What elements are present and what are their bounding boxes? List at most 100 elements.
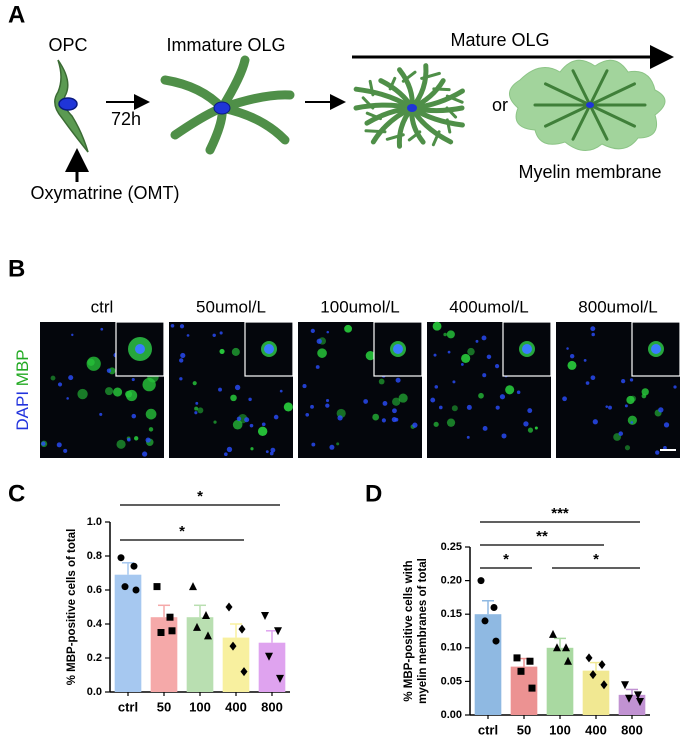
opc-label: OPC — [48, 35, 87, 55]
immature-cell — [160, 55, 295, 155]
cell-signal — [432, 321, 442, 331]
nucleus-signal — [71, 333, 74, 337]
cell-signal — [250, 447, 254, 451]
inset-nucleus — [651, 344, 661, 354]
twig — [445, 94, 464, 104]
point — [585, 653, 593, 663]
cell-signal — [192, 381, 197, 386]
cell-signal — [125, 389, 138, 402]
nucleus-signal — [273, 414, 279, 420]
x-tick-label: 50 — [517, 722, 531, 737]
cell-signal — [443, 332, 447, 337]
cell-signal — [446, 330, 455, 339]
point — [564, 656, 572, 665]
nucleus-signal — [655, 450, 660, 455]
nucleus-signal — [68, 375, 74, 381]
nucleus-signal — [325, 398, 330, 403]
y-tick-label: 0.20 — [441, 575, 462, 587]
significance-label: * — [179, 523, 185, 540]
column-label: 50umol/L — [196, 297, 266, 316]
nucleus-signal — [501, 433, 507, 439]
nucleus-signal — [447, 350, 451, 354]
twig — [368, 79, 375, 97]
y-tick-label: 0.05 — [441, 675, 462, 687]
twig — [401, 70, 417, 83]
nucleus-signal — [131, 413, 137, 419]
cell-signal — [148, 427, 154, 432]
nucleus-signal — [569, 353, 575, 359]
nucleus-signal — [583, 358, 587, 362]
significance-label: ** — [536, 528, 548, 545]
bar — [546, 647, 574, 715]
nucleus-signal — [179, 358, 184, 363]
twig — [432, 87, 451, 92]
nucleus-signal — [56, 442, 62, 448]
y-tick-label: 0.25 — [441, 541, 462, 553]
nucleus-signal — [486, 354, 492, 360]
nucleus — [586, 102, 594, 108]
cell-signal — [336, 442, 340, 446]
point — [589, 670, 597, 680]
nucleus-signal — [673, 385, 677, 389]
point — [229, 641, 237, 651]
nucleus-signal — [236, 416, 242, 422]
point — [274, 627, 282, 636]
twig — [407, 130, 422, 142]
nucleus-signal — [325, 403, 330, 408]
mature-cell — [353, 63, 465, 149]
cell-signal — [105, 387, 114, 396]
point — [238, 624, 246, 634]
panel-letter: C — [8, 480, 25, 507]
nucleus-signal — [249, 423, 254, 428]
y-tick-label: 0.00 — [441, 709, 462, 721]
nucleus-signal — [337, 415, 343, 421]
nucleus-signal — [316, 338, 322, 344]
cell-signal — [145, 408, 157, 420]
cell-signal — [113, 387, 123, 397]
nucleus — [407, 104, 417, 112]
point — [526, 657, 534, 665]
charts: C % MBP-positive cells of total 0.0 0.2 0.4 0… — [8, 480, 650, 737]
nucleus-signal — [195, 401, 199, 405]
point — [193, 622, 201, 631]
nucleus-signal — [100, 327, 104, 331]
nucleus-signal — [363, 399, 369, 404]
twig — [420, 71, 441, 80]
nucleus-signal — [392, 408, 397, 414]
cell-signal — [567, 360, 577, 370]
nucleus-signal — [311, 442, 316, 447]
myelin-cell — [509, 59, 666, 151]
or-label: or — [492, 95, 508, 115]
bar — [474, 614, 502, 715]
point — [492, 637, 500, 645]
y-tick-label: 0.6 — [87, 584, 102, 596]
nucleus-signal — [495, 405, 500, 410]
nucleus-signal — [412, 422, 418, 428]
inset-nucleus — [393, 344, 403, 354]
y-tick-label: 0.8 — [87, 550, 102, 562]
cell-signal — [257, 426, 268, 437]
cell-signal — [433, 421, 439, 427]
point — [168, 627, 176, 635]
cell-signal — [478, 392, 484, 399]
point — [600, 680, 608, 690]
twig — [365, 111, 382, 121]
nucleus-signal — [226, 446, 233, 453]
nucleus-signal — [516, 390, 521, 395]
branch — [160, 75, 227, 113]
cell-signal — [630, 395, 637, 402]
nucleus-signal — [434, 385, 439, 389]
y-tick-label: 0.4 — [87, 618, 103, 630]
x-tick-label: 800 — [261, 699, 283, 714]
point — [513, 654, 521, 662]
cell-signal — [467, 347, 475, 356]
nucleus-signal — [663, 422, 670, 428]
nucleus-signal — [145, 437, 151, 443]
nucleus-signal — [248, 397, 252, 402]
nucleus-signal — [224, 452, 228, 457]
nucleus-signal — [663, 445, 667, 450]
cell-signal — [365, 350, 375, 361]
x-tick-label: 400 — [225, 699, 247, 714]
column-label: 100umol/L — [320, 297, 399, 316]
